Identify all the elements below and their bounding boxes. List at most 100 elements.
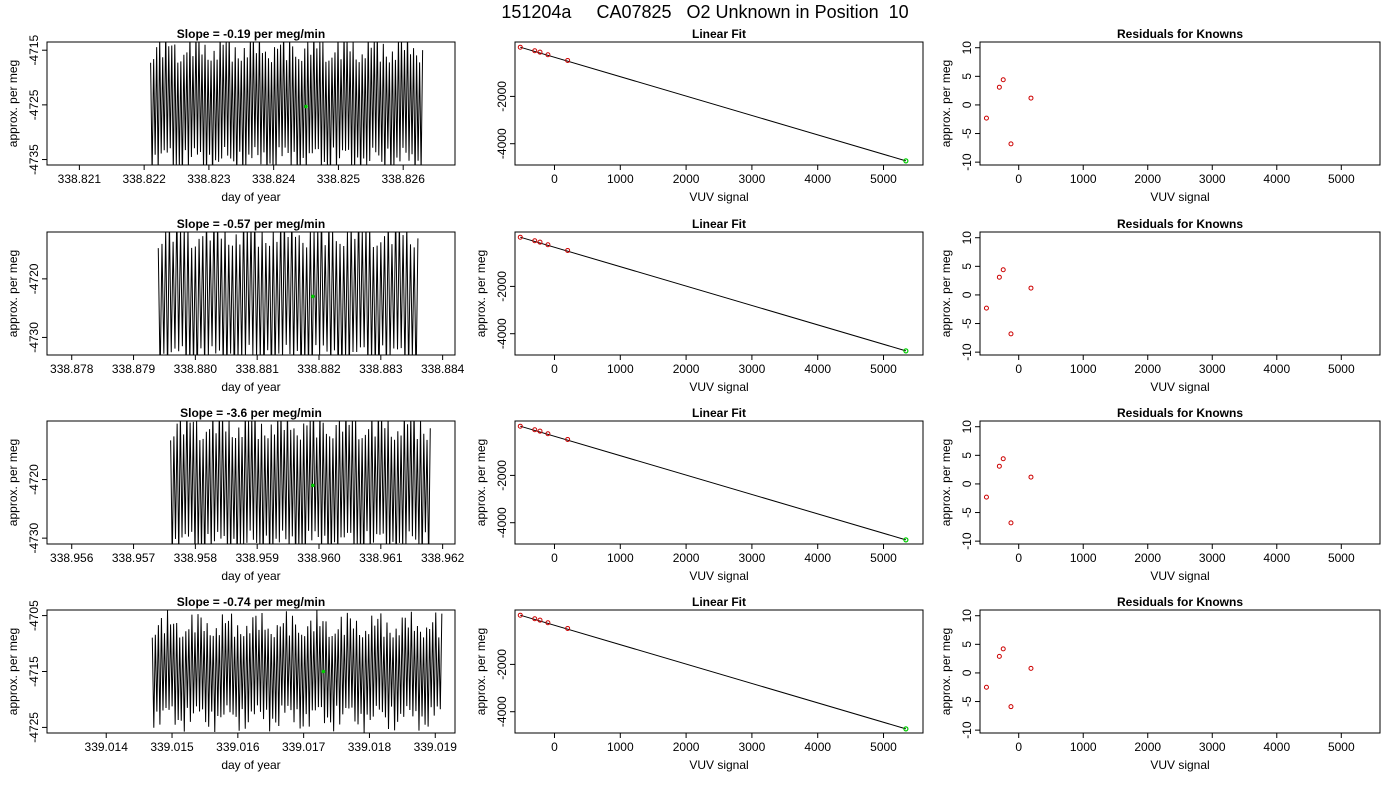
y-axis-label: approx. per meg [6,250,20,337]
signal-trace [150,42,424,165]
panel-time-series: Slope = -0.19 per meg/min 338.821 338.822 3… [6,27,456,204]
residual-point [1028,95,1034,101]
x-tick-label: 3000 [1199,362,1226,376]
y-axis-label: approx. per meg [6,628,20,715]
y-tick-label: -4720 [27,464,41,495]
x-tick-label: 4000 [1263,740,1290,754]
figure-title: 151204a CA07825 O2 Unknown in Position 1… [501,2,908,22]
panel-residuals: Residuals for Knowns 0 1000 2000 3000 4000 500… [939,406,1381,583]
x-tick-label: 1000 [1070,362,1097,376]
plot-frame [979,41,1381,166]
x-tick-label: 339.016 [216,740,260,754]
fit-line [520,614,907,730]
plot-data [983,267,1034,337]
known-point [545,242,551,248]
x-tick-label: 5000 [870,172,897,186]
residual-point [1008,331,1014,337]
panel-linear-fit: Linear Fit 0 1000 2000 3000 4000 5000 -2000 -400… [474,595,924,772]
x-tick-label: 339.018 [348,740,392,754]
x-tick-label: 5000 [1328,362,1355,376]
unknown-mean-point [311,294,315,299]
x-tick-label: 5000 [1328,740,1355,754]
known-point [532,427,538,433]
panel-residuals: Residuals for Knowns 0 1000 2000 3000 4000 500… [939,27,1381,204]
x-tick-label: 2000 [673,362,700,376]
y-tick-label: -4000 [495,507,509,538]
y-tick-label: -4705 [27,600,41,631]
residual-point [1000,267,1006,273]
signal-trace [170,421,431,544]
plot-frame [514,41,924,166]
x-tick-label: 2000 [673,551,700,565]
y-tick-label: 10 [960,609,974,623]
x-tick-label: 338.821 [58,172,102,186]
y-tick-label: 10 [960,420,974,434]
x-tick-label: 5000 [1328,172,1355,186]
unknown-point [903,537,909,543]
y-tick-label: 0 [960,101,974,108]
known-point [517,44,523,50]
plot-frame [46,231,456,356]
x-tick-label: 338.823 [187,172,231,186]
plot-data [983,456,1034,526]
y-axis-label: approx. per meg [474,439,488,526]
known-point [545,52,551,58]
x-tick-label: 0 [551,551,558,565]
x-tick-label: 4000 [804,362,831,376]
residual-point [983,684,989,690]
y-tick-label: -2000 [495,649,509,680]
x-tick-label: 0 [551,362,558,376]
y-axis-label: approx. per meg [939,250,953,337]
plot-data [517,44,909,164]
x-tick-label: 3000 [739,740,766,754]
panel-title: Linear Fit [692,217,746,231]
residual-point [983,494,989,500]
y-axis-label: approx. per meg [474,628,488,715]
known-point [517,234,523,240]
x-tick-label: 3000 [1199,740,1226,754]
known-point [565,625,571,631]
x-tick-label: 338.824 [252,172,296,186]
plot-frame [979,231,1381,356]
x-tick-label: 0 [1015,172,1022,186]
panel-linear-fit: Linear Fit 0 1000 2000 3000 4000 5000 -2000 -400… [474,217,924,394]
x-tick-label: 2000 [1134,740,1161,754]
x-tick-label: 1000 [607,362,634,376]
panels: Slope = -0.19 per meg/min 338.821 338.822 3… [6,27,1381,772]
x-tick-label: 338.882 [297,362,341,376]
y-tick-label: 10 [960,41,974,55]
x-tick-label: 1000 [607,740,634,754]
panel-title: Linear Fit [692,406,746,420]
known-point [537,239,543,245]
plot-frame [979,420,1381,545]
x-tick-label: 0 [1015,740,1022,754]
y-tick-label: -4730 [27,522,41,553]
x-axis-label: VUV signal [689,380,748,394]
unknown-mean-point [311,483,315,488]
x-axis-label: VUV signal [1150,758,1209,772]
plot-frame [979,609,1381,734]
y-axis-label: approx. per meg [939,439,953,526]
x-tick-label: 1000 [607,551,634,565]
x-tick-label: 5000 [870,740,897,754]
known-point [537,49,543,55]
y-tick-label: -4715 [27,35,41,66]
x-tick-label: 0 [551,172,558,186]
y-tick-label: -4725 [27,89,41,120]
panel-time-series: Slope = -0.57 per meg/min 338.878 338.879 3… [6,217,465,394]
plot-frame [514,231,924,356]
x-tick-label: 339.017 [282,740,326,754]
x-tick-label: 339.014 [85,740,129,754]
x-axis-label: VUV signal [1150,190,1209,204]
plot-data [170,421,431,544]
known-point [545,431,551,437]
x-tick-label: 3000 [1199,172,1226,186]
y-tick-label: -4730 [27,322,41,353]
x-tick-label: 5000 [1328,551,1355,565]
known-point [532,48,538,54]
known-point [532,616,538,622]
x-tick-label: 3000 [739,172,766,186]
x-tick-label: 3000 [739,551,766,565]
panel-title: Residuals for Knowns [1117,27,1243,41]
